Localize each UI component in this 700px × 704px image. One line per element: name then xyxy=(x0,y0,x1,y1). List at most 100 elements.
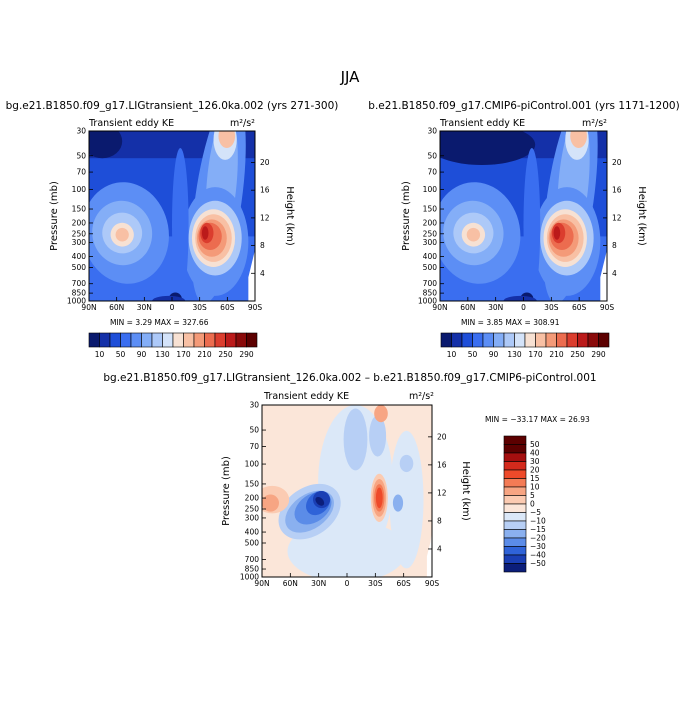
x-tick-label: 60S xyxy=(572,303,587,312)
colorbar-label: 30 xyxy=(530,457,540,466)
colorbar-label: 290 xyxy=(239,350,254,359)
x-tick-label: 60N xyxy=(109,303,124,312)
y-tick-label: 70 xyxy=(427,168,437,177)
x-tick-label: 60N xyxy=(283,579,298,588)
y-tick-label: 300 xyxy=(72,238,87,247)
colorbar-swatch xyxy=(151,332,163,348)
colorbar-label: −50 xyxy=(530,559,546,568)
colorbar-swatch xyxy=(503,444,527,454)
colorbar-swatch xyxy=(451,332,463,348)
y-right-tick-label: 20 xyxy=(612,158,622,167)
y-tick-label: 300 xyxy=(423,238,438,247)
panel-title: b.e21.B1850.f09_g17.CMIP6-piControl.001 … xyxy=(368,100,679,112)
colorbar-swatch xyxy=(503,452,527,462)
y-tick-label: 400 xyxy=(72,252,87,261)
colorbar-swatch xyxy=(109,332,121,348)
colorbar-label: −40 xyxy=(530,551,546,560)
colorbar-label: 10 xyxy=(530,483,540,492)
axes: 90N 60N 30N 0 30S 60S 90S 30 50 70 100 150 200 250300… xyxy=(240,401,447,589)
contour-band xyxy=(553,226,561,240)
colorbar-label: 90 xyxy=(137,350,147,359)
colorbar-label: −30 xyxy=(530,542,546,551)
y-axis-label: Pressure (mb) xyxy=(49,181,60,251)
panel-subtitle: Transient eddy KE xyxy=(439,118,525,129)
topography-mask xyxy=(426,532,432,577)
x-tick-label: 30S xyxy=(368,579,383,588)
y-tick-label: 300 xyxy=(245,513,260,522)
y-tick-label: 150 xyxy=(245,479,260,488)
contour-band xyxy=(440,131,536,165)
x-tick-label: 0 xyxy=(170,303,175,312)
colorbar-label: 250 xyxy=(218,350,233,359)
y-tick-label: 200 xyxy=(72,218,87,227)
panel-picontrol: b.e21.B1850.f09_g17.CMIP6-piControl.001 … xyxy=(368,100,679,359)
contour-band xyxy=(315,496,325,506)
y-right-tick-label: 16 xyxy=(260,186,270,195)
panel-subtitle: Transient eddy KE xyxy=(263,391,349,402)
colorbar-label: 50 xyxy=(530,440,540,449)
colorbar-swatch xyxy=(503,520,527,530)
colorbar-swatch xyxy=(587,332,599,348)
y-tick-label: 850 xyxy=(72,289,87,298)
y-tick-label: 100 xyxy=(245,460,260,469)
contour-band xyxy=(201,226,209,240)
colorbar-swatch xyxy=(503,563,527,573)
y-tick-label: 500 xyxy=(245,539,260,548)
colorbar-swatch xyxy=(193,332,205,348)
y-tick-label: 250 xyxy=(245,505,260,514)
contour-band xyxy=(172,148,189,301)
x-tick-label: 0 xyxy=(345,579,350,588)
colorbar-swatch xyxy=(503,495,527,505)
colorbar-swatch xyxy=(503,512,527,522)
colorbar-swatch xyxy=(577,332,589,348)
y-tick-label: 200 xyxy=(245,494,260,503)
y-tick-label: 50 xyxy=(76,151,86,160)
y-tick-label: 50 xyxy=(427,151,437,160)
x-tick-label: 30N xyxy=(137,303,152,312)
y-tick-label: 500 xyxy=(423,263,438,272)
colorbar-swatch xyxy=(225,332,237,348)
colorbar-swatch xyxy=(183,332,195,348)
colorbar-label: 15 xyxy=(530,474,540,483)
y-right-tick-label: 16 xyxy=(437,460,447,469)
contour-band xyxy=(466,227,481,242)
contour-band xyxy=(399,454,414,473)
contour-band xyxy=(115,227,129,242)
colorbar-swatch xyxy=(204,332,216,348)
colorbar-swatch xyxy=(88,332,100,348)
colorbar-swatch xyxy=(246,332,258,348)
y-tick-label: 30 xyxy=(249,401,259,410)
colorbar-label: 130 xyxy=(507,350,522,359)
y-tick-label: 700 xyxy=(423,279,438,288)
contour-band xyxy=(218,131,236,148)
y-tick-label: 850 xyxy=(423,289,438,298)
colorbar-swatch xyxy=(503,503,527,513)
contour-band xyxy=(570,131,587,148)
colorbar-label: 210 xyxy=(549,350,564,359)
min-max-label: MIN = 3.29 MAX = 327.66 xyxy=(110,318,209,327)
contour-band xyxy=(392,494,404,512)
y-tick-label: 400 xyxy=(423,252,438,261)
x-tick-label: 60S xyxy=(397,579,412,588)
colorbar-label: 250 xyxy=(570,350,585,359)
colorbar-swatch xyxy=(503,435,527,445)
colorbar-swatch xyxy=(440,332,452,348)
x-tick-label: 60S xyxy=(220,303,235,312)
x-tick-label: 90N xyxy=(81,303,96,312)
colorbar-swatch xyxy=(598,332,610,348)
colorbar-label: 20 xyxy=(530,466,540,475)
colorbar-label: 290 xyxy=(591,350,606,359)
colorbar-label: 50 xyxy=(468,350,478,359)
colorbar-label: 170 xyxy=(176,350,191,359)
y-right-tick-label: 20 xyxy=(437,432,447,441)
y-tick-label: 850 xyxy=(245,565,260,574)
colorbar-label: 90 xyxy=(489,350,499,359)
colorbar-swatch xyxy=(535,332,547,348)
colorbar-swatch xyxy=(472,332,484,348)
y-right-tick-label: 8 xyxy=(437,516,442,525)
y-tick-label: 700 xyxy=(245,555,260,564)
colorbar-label: 50 xyxy=(116,350,126,359)
colorbar-label: −20 xyxy=(530,534,546,543)
y-right-tick-label: 12 xyxy=(260,213,270,222)
